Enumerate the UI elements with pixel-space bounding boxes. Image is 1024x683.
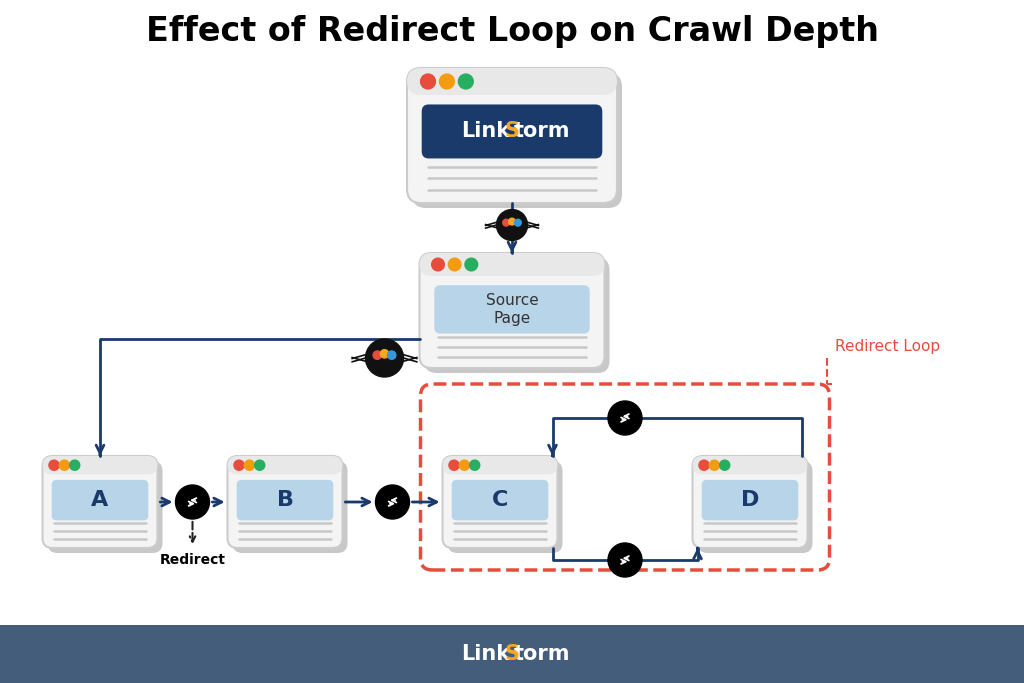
FancyBboxPatch shape — [412, 73, 622, 208]
FancyBboxPatch shape — [692, 456, 808, 548]
Circle shape — [373, 351, 382, 359]
FancyBboxPatch shape — [420, 253, 604, 368]
FancyBboxPatch shape — [447, 461, 562, 553]
Circle shape — [503, 219, 510, 226]
FancyBboxPatch shape — [43, 456, 158, 475]
Circle shape — [366, 339, 403, 377]
Circle shape — [449, 460, 459, 471]
FancyBboxPatch shape — [452, 480, 548, 520]
Circle shape — [380, 350, 389, 358]
FancyBboxPatch shape — [227, 456, 342, 548]
Circle shape — [175, 485, 210, 519]
Text: Source
Page: Source Page — [485, 293, 539, 326]
Text: C: C — [492, 490, 508, 510]
Circle shape — [699, 460, 709, 471]
Text: S: S — [505, 644, 519, 664]
Text: D: D — [740, 490, 759, 510]
Circle shape — [49, 460, 59, 471]
Circle shape — [233, 460, 244, 471]
FancyBboxPatch shape — [697, 461, 812, 553]
Text: torm: torm — [514, 644, 570, 664]
Text: Redirect Loop: Redirect Loop — [835, 339, 940, 354]
Circle shape — [449, 258, 461, 271]
FancyBboxPatch shape — [232, 461, 347, 553]
Circle shape — [439, 74, 455, 89]
FancyBboxPatch shape — [701, 480, 799, 520]
Text: A: A — [91, 490, 109, 510]
FancyBboxPatch shape — [227, 456, 342, 475]
Circle shape — [460, 460, 469, 471]
Text: Effect of Redirect Loop on Crawl Depth: Effect of Redirect Loop on Crawl Depth — [145, 14, 879, 48]
Circle shape — [720, 460, 730, 471]
FancyBboxPatch shape — [47, 461, 163, 553]
FancyBboxPatch shape — [692, 456, 808, 475]
Circle shape — [245, 460, 254, 471]
Text: Redirect: Redirect — [160, 553, 225, 567]
FancyBboxPatch shape — [442, 456, 557, 548]
Circle shape — [465, 258, 477, 271]
Circle shape — [59, 460, 70, 471]
Circle shape — [376, 485, 410, 519]
FancyBboxPatch shape — [407, 68, 617, 95]
Circle shape — [514, 219, 521, 226]
Circle shape — [387, 351, 396, 359]
Circle shape — [470, 460, 480, 471]
Circle shape — [497, 210, 527, 240]
Circle shape — [255, 460, 265, 471]
FancyBboxPatch shape — [422, 104, 602, 158]
Circle shape — [710, 460, 720, 471]
FancyBboxPatch shape — [43, 456, 158, 548]
Circle shape — [421, 74, 435, 89]
Text: Link: Link — [461, 122, 510, 141]
Circle shape — [432, 258, 444, 271]
Circle shape — [70, 460, 80, 471]
FancyBboxPatch shape — [51, 480, 148, 520]
Circle shape — [608, 401, 642, 435]
FancyBboxPatch shape — [425, 258, 609, 373]
Text: torm: torm — [514, 122, 570, 141]
FancyBboxPatch shape — [434, 285, 590, 333]
Bar — [0, 625, 1024, 683]
Text: Link: Link — [461, 644, 510, 664]
Circle shape — [509, 218, 515, 225]
FancyBboxPatch shape — [237, 480, 333, 520]
FancyBboxPatch shape — [442, 456, 557, 475]
FancyBboxPatch shape — [420, 253, 604, 276]
Text: B: B — [276, 490, 294, 510]
Circle shape — [608, 543, 642, 577]
Text: S: S — [505, 122, 519, 141]
Circle shape — [459, 74, 473, 89]
FancyBboxPatch shape — [407, 68, 617, 203]
